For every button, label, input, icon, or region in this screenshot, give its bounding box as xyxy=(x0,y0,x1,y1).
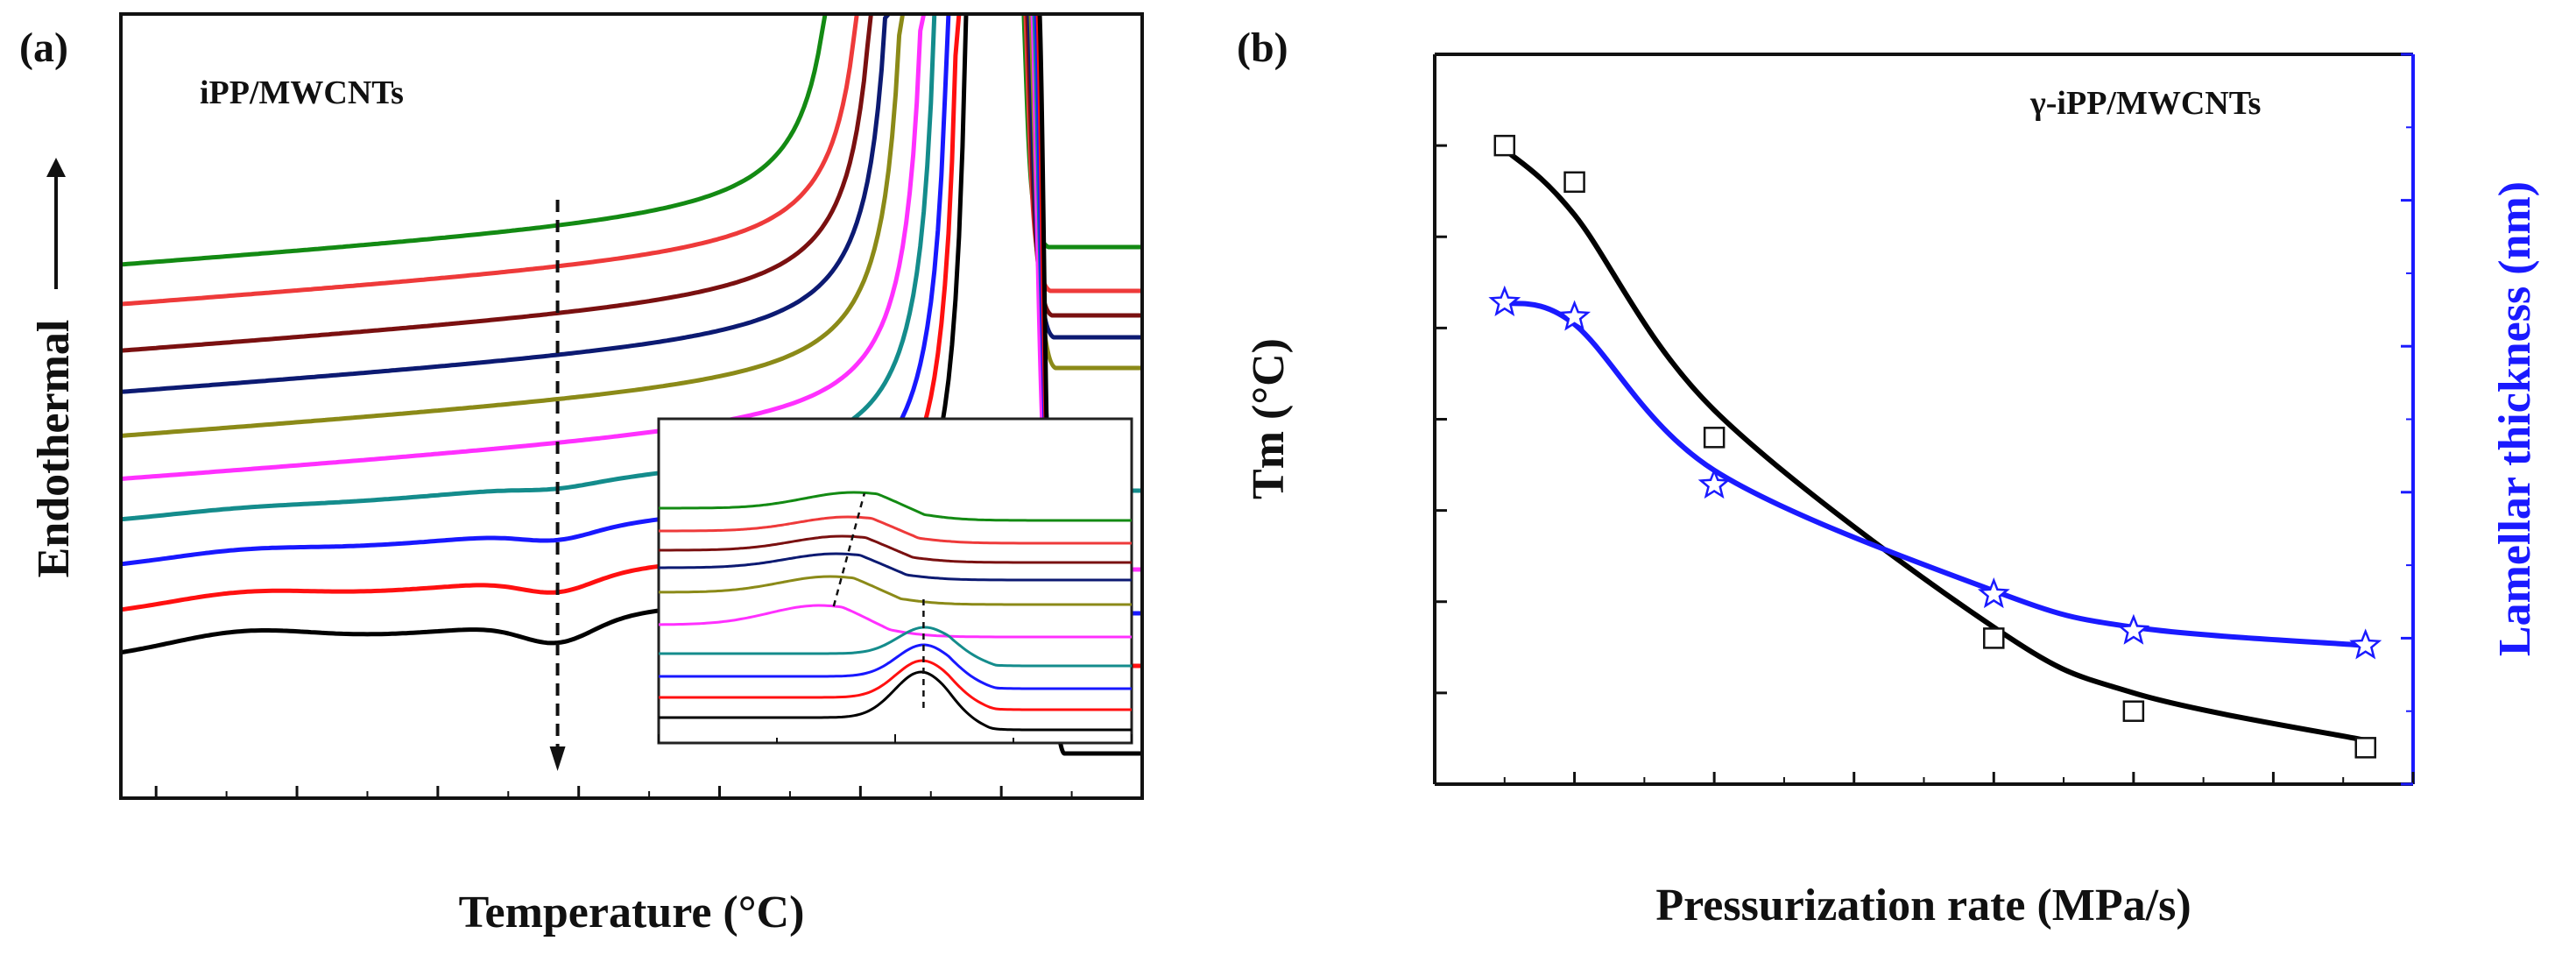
fit-curve-lamellar xyxy=(1503,300,2366,648)
inset-ticks xyxy=(658,734,1133,743)
panel-a-sample-label: iPP/MWCNTs xyxy=(200,74,404,111)
panel-b-y-axis-title: Tm (°C) xyxy=(1244,338,1294,499)
panel-a: (a) iPP/MWCNTs Temperature (°C) Endother… xyxy=(19,12,1144,937)
lamellar-point-4 xyxy=(1977,577,2010,609)
inset-curve-2 xyxy=(659,515,1132,545)
panel-a-frame xyxy=(119,12,1144,800)
guide-arrowhead xyxy=(549,746,566,771)
panel-a-y-axis-title: Endothermal xyxy=(29,320,79,578)
panel-a-x-ticks xyxy=(154,786,1144,798)
lamellar-point-3 xyxy=(1697,468,1731,499)
panel-b-label: (b) xyxy=(1237,25,1288,71)
inset-curve-9 xyxy=(659,659,1132,711)
tm-point-5 xyxy=(2122,700,2145,722)
lamellar-point-6 xyxy=(2349,628,2382,660)
panel-b-sample-label: γ-iPP/MWCNTs xyxy=(2029,85,2261,122)
curve-2 xyxy=(120,13,859,307)
lamellar-point-5 xyxy=(2117,613,2150,645)
panel-b-markers xyxy=(1488,134,2382,759)
panel-b-y2-axis-title: Lamellar thickness (nm) xyxy=(2490,181,2540,656)
panel-b-x-axis-title: Pressurization rate (MPa/s) xyxy=(1655,881,2191,930)
curve-3 xyxy=(120,13,873,353)
panel-b: (b) γ-iPP/MWCNTs Pressurization rate (MP… xyxy=(1237,25,2540,930)
inset-curve-1 xyxy=(659,491,1132,522)
inset-curve-10 xyxy=(658,670,1132,732)
curve-5 xyxy=(120,13,906,438)
curve-4 xyxy=(120,12,891,394)
curve-1 xyxy=(120,13,828,267)
tm-point-2 xyxy=(1563,171,1585,194)
panel-b-curves xyxy=(1502,147,2367,743)
inset-curve-4 xyxy=(659,552,1132,582)
inset-dashed-guide-1 xyxy=(832,492,866,607)
inset-curve-3 xyxy=(659,534,1132,564)
tm-point-3 xyxy=(1703,427,1726,449)
lamellar-point-2 xyxy=(1558,300,1591,331)
inset-curve-6 xyxy=(658,604,1132,639)
curve-6 xyxy=(120,13,927,481)
lamellar-point-1 xyxy=(1488,285,1521,316)
inset-curves xyxy=(658,491,1132,732)
inset-curve-7 xyxy=(659,626,1132,668)
panel-b-y-ticks xyxy=(1435,53,1447,786)
tm-point-6 xyxy=(2354,737,2376,759)
tm-point-4 xyxy=(1983,627,2005,649)
panel-b-x-ticks xyxy=(1433,772,2415,784)
panel-b-y2-ticks xyxy=(2401,53,2413,786)
inset-plot xyxy=(657,417,1133,745)
panel-a-label: (a) xyxy=(19,25,68,71)
panel-a-x-axis-title: Temperature (°C) xyxy=(459,888,805,937)
inset-curve-8 xyxy=(659,643,1132,690)
endothermal-arrow-head xyxy=(46,158,66,177)
tm-point-1 xyxy=(1493,134,1516,157)
inset-curve-5 xyxy=(659,575,1132,606)
fit-curve-tm xyxy=(1502,147,2367,743)
